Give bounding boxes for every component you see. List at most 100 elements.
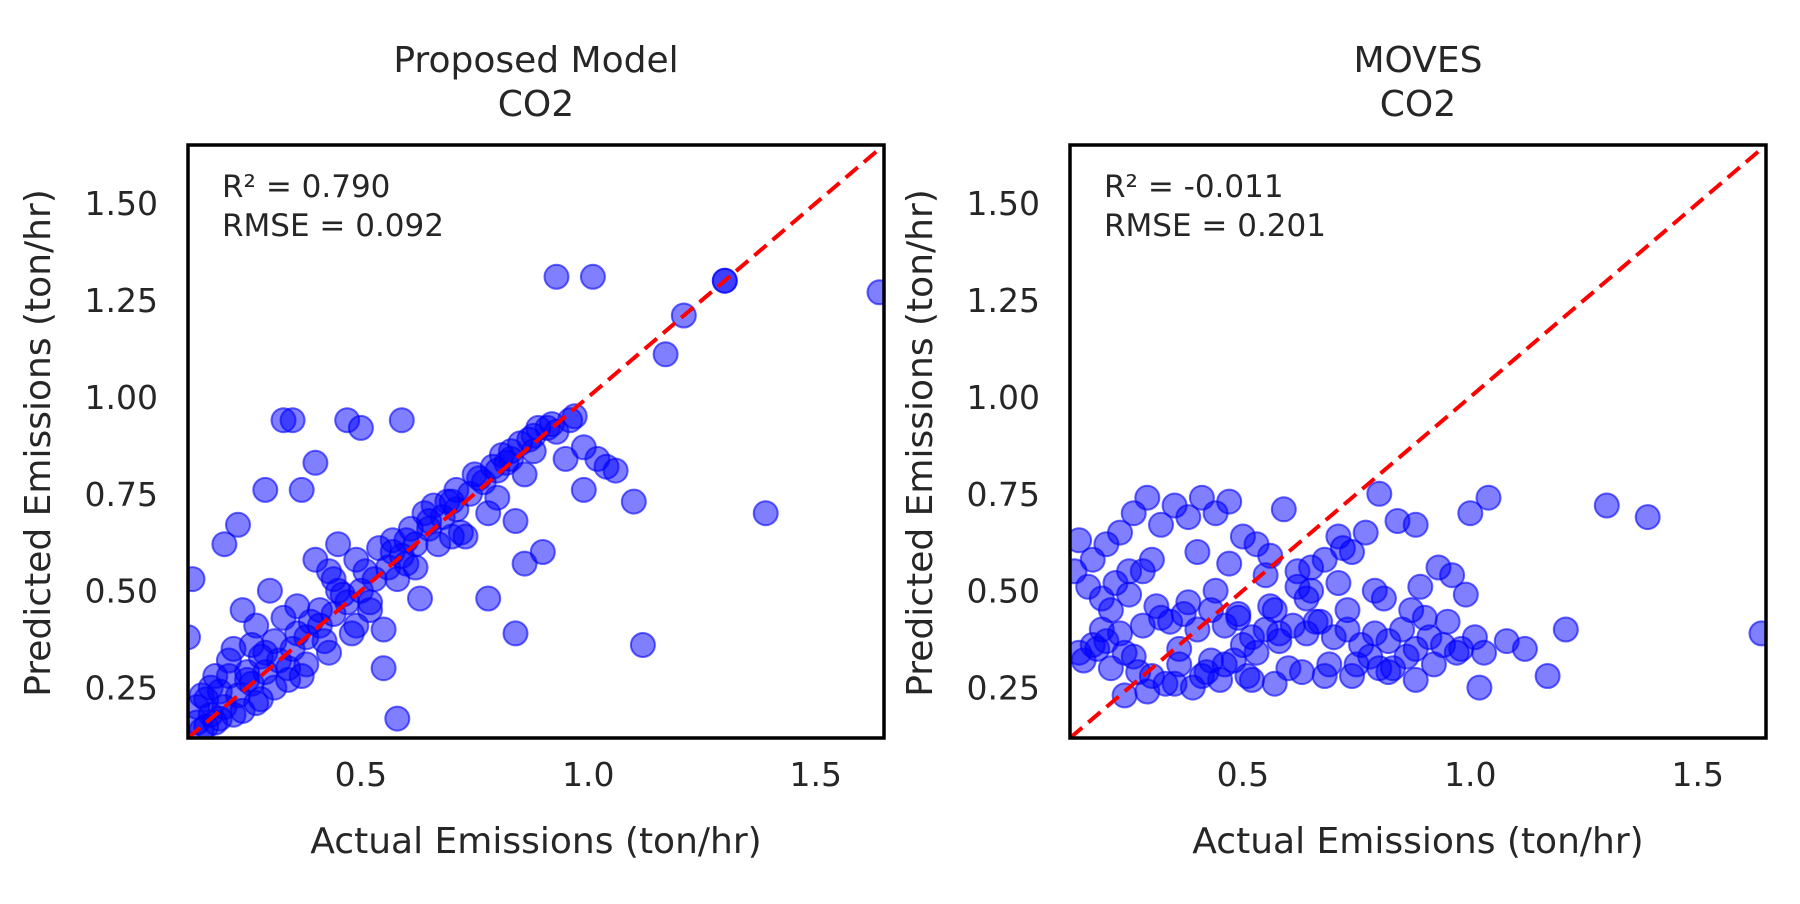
scatter-point: [1329, 535, 1356, 562]
scatter-point: [1298, 577, 1325, 604]
scatter-point: [197, 674, 224, 701]
scatter-point: [1216, 550, 1243, 577]
scatter-point: [629, 632, 656, 658]
scatter-point: [1229, 523, 1256, 550]
scatter-point: [388, 407, 415, 434]
scatter-points: [188, 263, 884, 738]
scatter-point: [279, 407, 306, 434]
scatter-point: [1466, 674, 1493, 701]
scatter-point: [256, 577, 283, 604]
scatter-point: [1634, 504, 1661, 531]
scatter-point: [1243, 639, 1270, 666]
scatter-point: [1202, 577, 1229, 604]
scatter-point: [475, 585, 502, 612]
scatter-point: [1325, 570, 1352, 596]
scatter-point: [511, 550, 538, 577]
scatter-points: [1070, 480, 1766, 709]
scatter-point: [306, 597, 333, 624]
scatter-point: [188, 624, 201, 651]
scatter-point: [1211, 651, 1238, 678]
x-tick-label: 1.5: [1672, 755, 1724, 794]
scatter-point: [284, 620, 311, 647]
scatter-point: [1161, 492, 1188, 519]
scatter-point: [1384, 508, 1411, 534]
scatter-point: [1475, 484, 1502, 511]
scatter-point: [288, 663, 315, 689]
scatter-point: [529, 539, 556, 565]
scatter-point: [1339, 663, 1365, 689]
scatter-point: [1225, 601, 1252, 627]
chart-title: MOVES: [1354, 40, 1483, 81]
scatter-point: [347, 414, 374, 441]
scatter-point: [1120, 500, 1147, 527]
scatter-point: [393, 527, 420, 554]
scatter-point: [229, 597, 256, 624]
scatter-point: [288, 476, 315, 503]
scatter-point: [652, 341, 679, 368]
scatter-point: [1457, 500, 1484, 527]
scatter-point: [384, 705, 411, 732]
plot-frame: [1068, 143, 1768, 740]
scatter-point: [502, 508, 529, 534]
scatter-point: [1334, 597, 1361, 624]
scatter-point: [593, 453, 620, 480]
scatter-point: [1252, 562, 1279, 589]
scatter-point: [552, 445, 579, 472]
scatter-point: [1439, 562, 1466, 589]
scatter-point: [570, 434, 597, 461]
scatter-point: [1748, 620, 1766, 647]
scatter-point: [1434, 608, 1461, 635]
scatter-point: [1188, 484, 1215, 511]
scatter-point: [1188, 663, 1215, 689]
x-tick-label: 1.5: [790, 755, 842, 794]
scatter-point: [525, 414, 552, 441]
scatter-point: [1184, 539, 1211, 565]
chart-title: Proposed Model: [393, 40, 678, 81]
scatter-point: [1088, 616, 1115, 643]
scatter-point: [1461, 624, 1488, 651]
scatter-point: [543, 263, 570, 290]
scatter-point: [316, 639, 342, 666]
r2-annotation: R² = -0.011: [1104, 169, 1284, 205]
scatter-point: [1138, 546, 1165, 573]
scatter-point: [579, 263, 606, 290]
scatter-point: [302, 449, 329, 476]
identity-line: [188, 145, 884, 738]
identity-line: [1070, 145, 1766, 738]
scatter-point: [1079, 546, 1106, 573]
scatter-point: [1316, 651, 1343, 678]
scatter-point: [1261, 597, 1288, 624]
x-axis-label: Actual Emissions (ton/hr): [310, 821, 761, 862]
panel-moves: MOVES CO2 0.5 1.0 1.5 0.25 0.50 0.75 1.00 1.25 1…: [900, 40, 1768, 862]
y-tick-label: 0.75: [967, 475, 1040, 514]
y-tick-label: 1.50: [967, 184, 1040, 223]
scatter-point: [1302, 608, 1329, 635]
scatter-point: [243, 690, 270, 717]
scatter-point: [1452, 581, 1479, 608]
scatter-point: [1261, 670, 1288, 697]
plot-area: 0.5 1.0 1.5 0.25 0.50 0.75 1.00 1.25 1.50: [85, 143, 886, 794]
scatter-point: [620, 488, 647, 515]
scatter-point: [234, 659, 261, 686]
scatter-point: [1534, 663, 1561, 689]
scatter-point: [438, 488, 465, 515]
scatter-point: [1070, 527, 1093, 554]
scatter-point: [1270, 496, 1297, 523]
scatter-point: [1352, 519, 1379, 546]
y-tick-label: 0.75: [85, 475, 158, 514]
scatter-point: [1111, 682, 1138, 709]
scatter-point: [370, 616, 397, 643]
scatter-point: [752, 500, 779, 527]
scatter-point: [329, 581, 356, 608]
plot-frame: [186, 143, 886, 740]
scatter-point: [1493, 628, 1520, 655]
scatter-point: [479, 453, 506, 480]
scatter-point: [866, 279, 884, 306]
scatter-point: [252, 476, 279, 503]
scatter-point: [425, 531, 452, 558]
scatter-point: [1402, 666, 1429, 693]
scatter-point: [416, 508, 443, 534]
scatter-point: [343, 612, 370, 639]
